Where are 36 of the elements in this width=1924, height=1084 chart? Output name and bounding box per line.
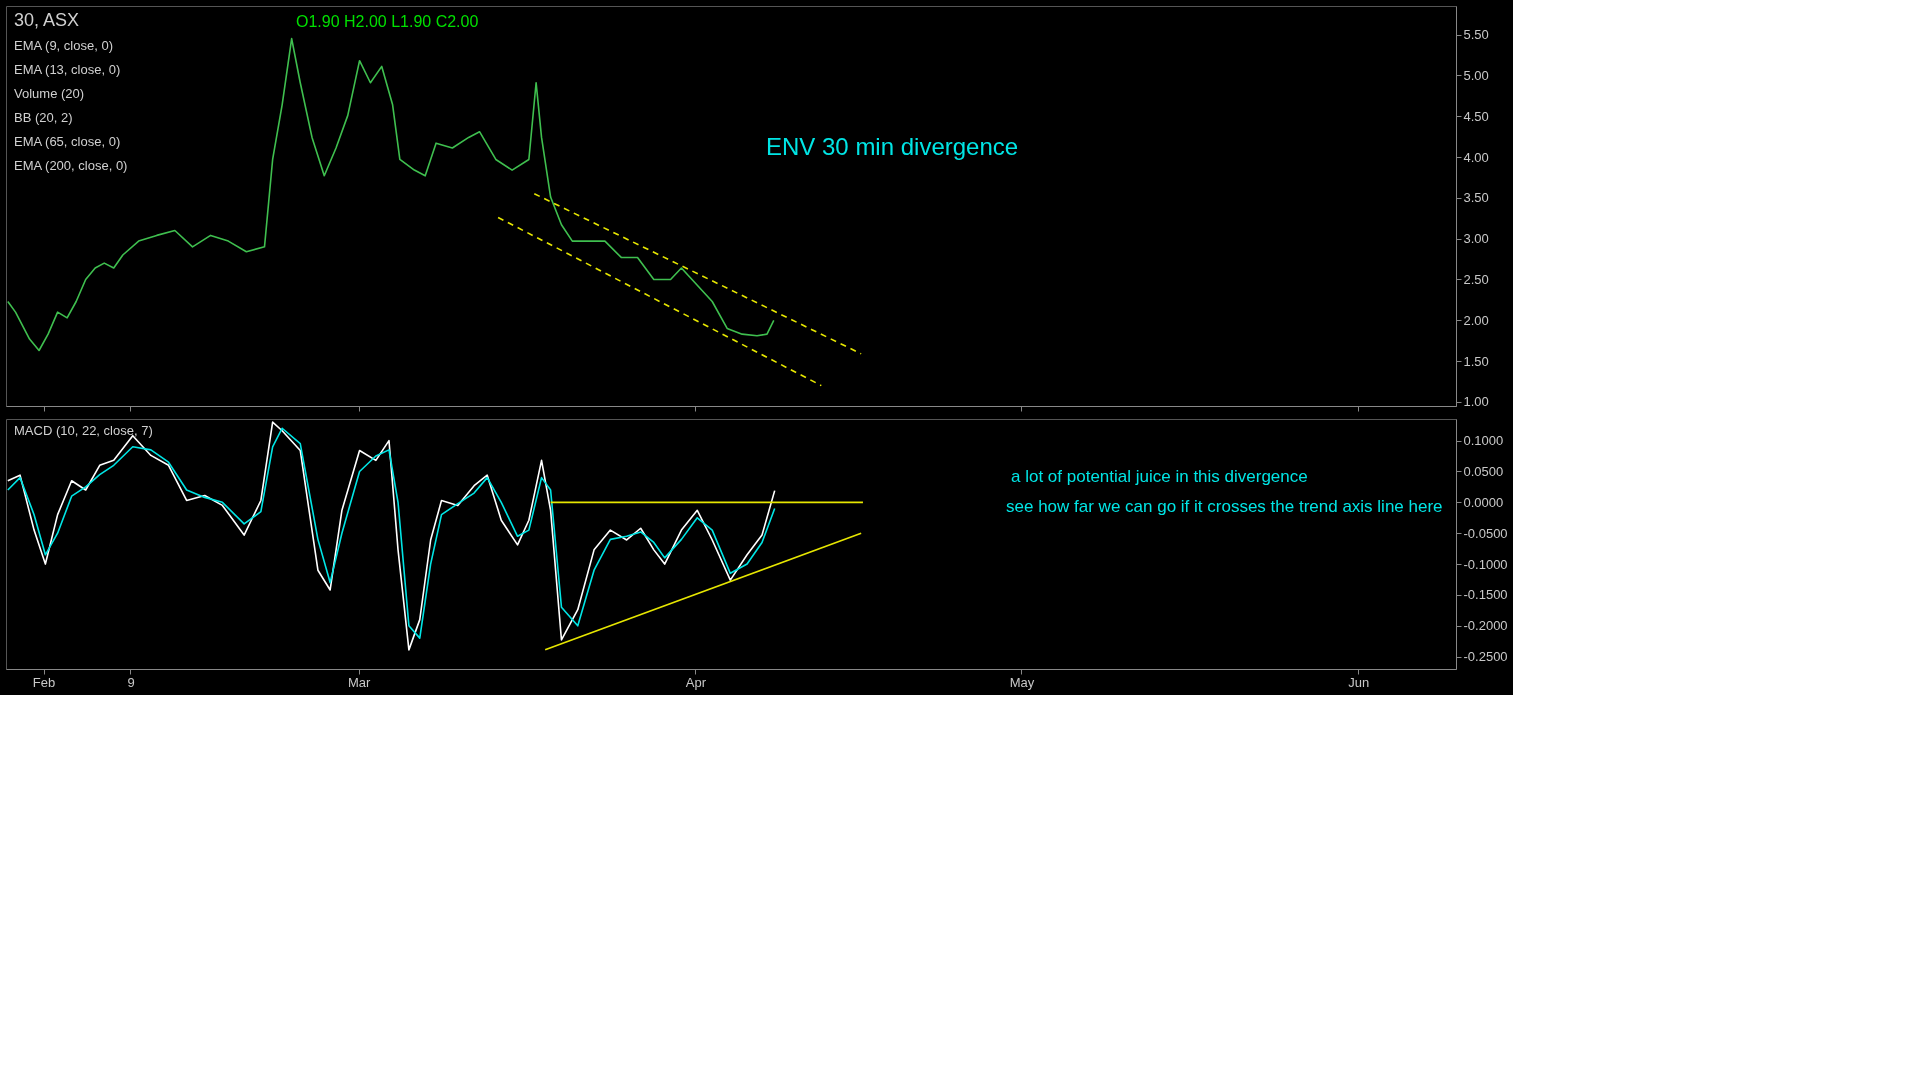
y-tick-label: -0.0500 (1463, 525, 1508, 541)
x-tick-label: Jun (1348, 674, 1370, 690)
annotation: Volume (20) (14, 86, 85, 101)
y-tick-label: 0.0000 (1463, 494, 1504, 510)
y-tick-label: 5.00 (1463, 67, 1489, 83)
annotation: EMA (65, close, 0) (14, 134, 121, 149)
y-tick-label: -0.1500 (1463, 587, 1508, 603)
y-tick-label: 3.00 (1463, 231, 1489, 247)
x-tick-label: Mar (347, 674, 372, 690)
y-tick-label: 2.00 (1463, 312, 1489, 328)
y-tick-label: -0.1000 (1463, 556, 1508, 572)
annotation: ENV 30 min divergence (766, 133, 1019, 160)
x-tick-label: Apr (685, 674, 707, 690)
y-tick-label: 2.50 (1463, 271, 1489, 287)
x-tick-label: May (1009, 674, 1035, 690)
chart-title: 30, ASX (14, 10, 80, 30)
y-tick-label: 0.0500 (1463, 463, 1504, 479)
annotation: O1.90 H2.00 L1.90 C2.00 (296, 13, 479, 30)
y-tick-label: -0.2000 (1463, 618, 1508, 634)
y-tick-label: 1.00 (1463, 394, 1489, 410)
y-tick-label: 1.50 (1463, 353, 1489, 369)
annotation: see how far we can go if it crosses the trend axis line here (1006, 497, 1443, 516)
y-tick-label: 0.1000 (1463, 433, 1504, 449)
annotation: EMA (9, close, 0) (14, 38, 113, 53)
y-tick-label: 5.50 (1463, 27, 1489, 43)
annotation: EMA (13, close, 0) (14, 62, 121, 77)
annotation: a lot of potential juice in this divergence (1011, 467, 1308, 486)
y-tick-label: 4.00 (1463, 149, 1489, 165)
x-tick-label: Feb (32, 674, 56, 690)
chart-title: MACD (10, 22, close, 7) (14, 423, 153, 438)
x-tick-label: 9 (127, 674, 135, 690)
y-tick-label: -0.2500 (1463, 649, 1508, 665)
annotation: EMA (200, close, 0) (14, 158, 128, 173)
y-tick-label: 4.50 (1463, 108, 1489, 124)
annotation: BB (20, 2) (14, 110, 73, 125)
y-tick-label: 3.50 (1463, 190, 1489, 206)
